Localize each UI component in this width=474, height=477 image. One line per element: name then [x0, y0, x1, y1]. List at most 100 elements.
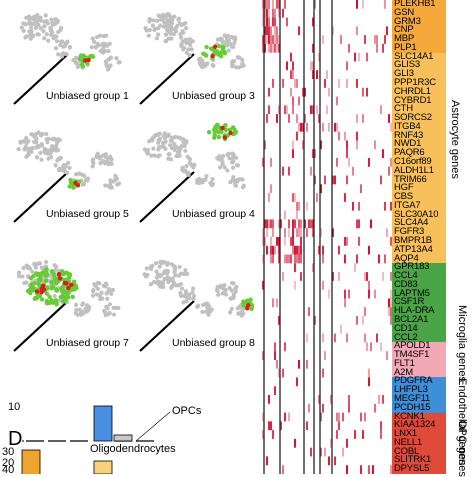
heatmap-cell: [286, 17, 288, 27]
heatmap-cell: [366, 272, 368, 281]
heatmap-cell: [310, 219, 312, 229]
heatmap-cell: [284, 412, 286, 422]
background-cell: [116, 305, 121, 311]
background-cell: [231, 292, 236, 297]
background-cell: [163, 269, 168, 274]
background-cell: [21, 28, 26, 33]
heatmap-cell: [306, 359, 308, 369]
heatmap-cell: [310, 166, 312, 176]
heatmap-cell: [264, 17, 266, 27]
heatmap-cell: [328, 87, 330, 97]
background-cell: [16, 274, 22, 279]
heatmap-cell: [364, 272, 366, 281]
heatmap-cell: [340, 35, 342, 44]
heatmap-cell: [278, 368, 280, 378]
heatmap-cell: [266, 228, 268, 237]
heatmap-cell: [316, 193, 318, 202]
heatmap-cell: [266, 8, 268, 18]
background-cell: [109, 157, 114, 162]
gene-label: TRIM66: [394, 173, 427, 185]
heatmap-cell: [262, 0, 264, 9]
gene-label: PCDH15: [394, 401, 431, 413]
heatmap-cell: [278, 316, 280, 325]
heatmap-cell: [298, 359, 300, 369]
heatmap-cell: [292, 105, 294, 115]
background-cell: [95, 280, 101, 286]
gene-label: PAQR6: [394, 147, 425, 159]
heatmap-cell: [344, 131, 346, 141]
heatmap-cell: [374, 289, 376, 299]
background-cell: [233, 286, 238, 292]
heatmap-cell: [272, 17, 274, 27]
group-cell: [90, 54, 95, 59]
marker-cell: [39, 286, 44, 291]
background-cell: [200, 309, 205, 315]
background-cell: [204, 174, 209, 179]
heatmap-cell: [288, 166, 290, 176]
background-cell: [187, 156, 192, 162]
heatmap-cell: [360, 184, 362, 194]
heatmap-cell: [336, 122, 338, 132]
opc-bar-small: [113, 434, 133, 442]
group-cell: [216, 134, 222, 140]
background-cell: [234, 65, 239, 70]
heatmap-cell: [388, 166, 390, 176]
background-cell: [93, 283, 98, 288]
background-cell: [162, 260, 167, 265]
heatmap-cell: [290, 237, 292, 246]
heatmap-cell: [380, 342, 382, 352]
heatmap-cell: [388, 114, 390, 123]
cell-type-label: Microglia genes: [456, 305, 468, 383]
heatmap-cell: [362, 0, 364, 9]
heatmap-cell: [390, 298, 392, 308]
heatmap-cell: [324, 351, 326, 360]
background-cell: [77, 307, 82, 312]
background-cell: [80, 301, 86, 306]
tsne-plot: [139, 259, 254, 352]
heatmap-cell: [344, 289, 346, 299]
heatmap-cell: [390, 307, 392, 316]
heatmap-cell: [300, 237, 302, 246]
heatmap-cell: [288, 219, 290, 229]
background-cell: [163, 32, 169, 37]
heatmap-cell: [272, 430, 274, 439]
gene-group-band: [392, 0, 446, 53]
heatmap-cell: [318, 114, 320, 123]
background-cell: [165, 276, 170, 281]
heatmap-cell: [312, 17, 314, 27]
group-cell: [206, 130, 212, 135]
heatmap-cell: [322, 35, 324, 44]
gene-label: SLITRK1: [394, 454, 432, 466]
gene-label: NELL1: [394, 436, 423, 448]
heatmap-cell: [384, 201, 386, 211]
heatmap-cell: [300, 228, 302, 237]
background-cell: [16, 147, 21, 152]
heatmap-cell: [370, 219, 372, 229]
gene-label: GRM3: [394, 15, 421, 27]
heatmap-cell: [272, 43, 274, 53]
background-cell: [90, 36, 95, 41]
heatmap-cell: [276, 35, 278, 44]
heatmap-cell: [382, 43, 384, 53]
background-cell: [164, 24, 169, 29]
heatmap-cell: [282, 8, 284, 18]
background-cell: [37, 261, 42, 266]
background-cell: [147, 16, 152, 22]
gene-label: GLIS3: [394, 59, 420, 71]
gene-label: ITGA7: [394, 199, 421, 211]
heatmap-cell: [320, 447, 322, 457]
background-cell: [23, 35, 28, 40]
background-cell: [113, 173, 118, 178]
heatmap-cell: [266, 0, 268, 9]
background-cell: [100, 41, 106, 47]
background-cell: [79, 312, 84, 317]
heatmap-cell: [382, 149, 384, 158]
background-cell: [179, 35, 184, 40]
gene-label: HLA-DRA: [394, 305, 435, 317]
background-cell: [104, 291, 109, 296]
heatmap-cell: [322, 333, 324, 343]
heatmap-cell: [290, 87, 292, 97]
background-cell: [237, 55, 242, 60]
heatmap-cell: [386, 351, 388, 360]
gene-label: AQP4: [394, 252, 419, 264]
